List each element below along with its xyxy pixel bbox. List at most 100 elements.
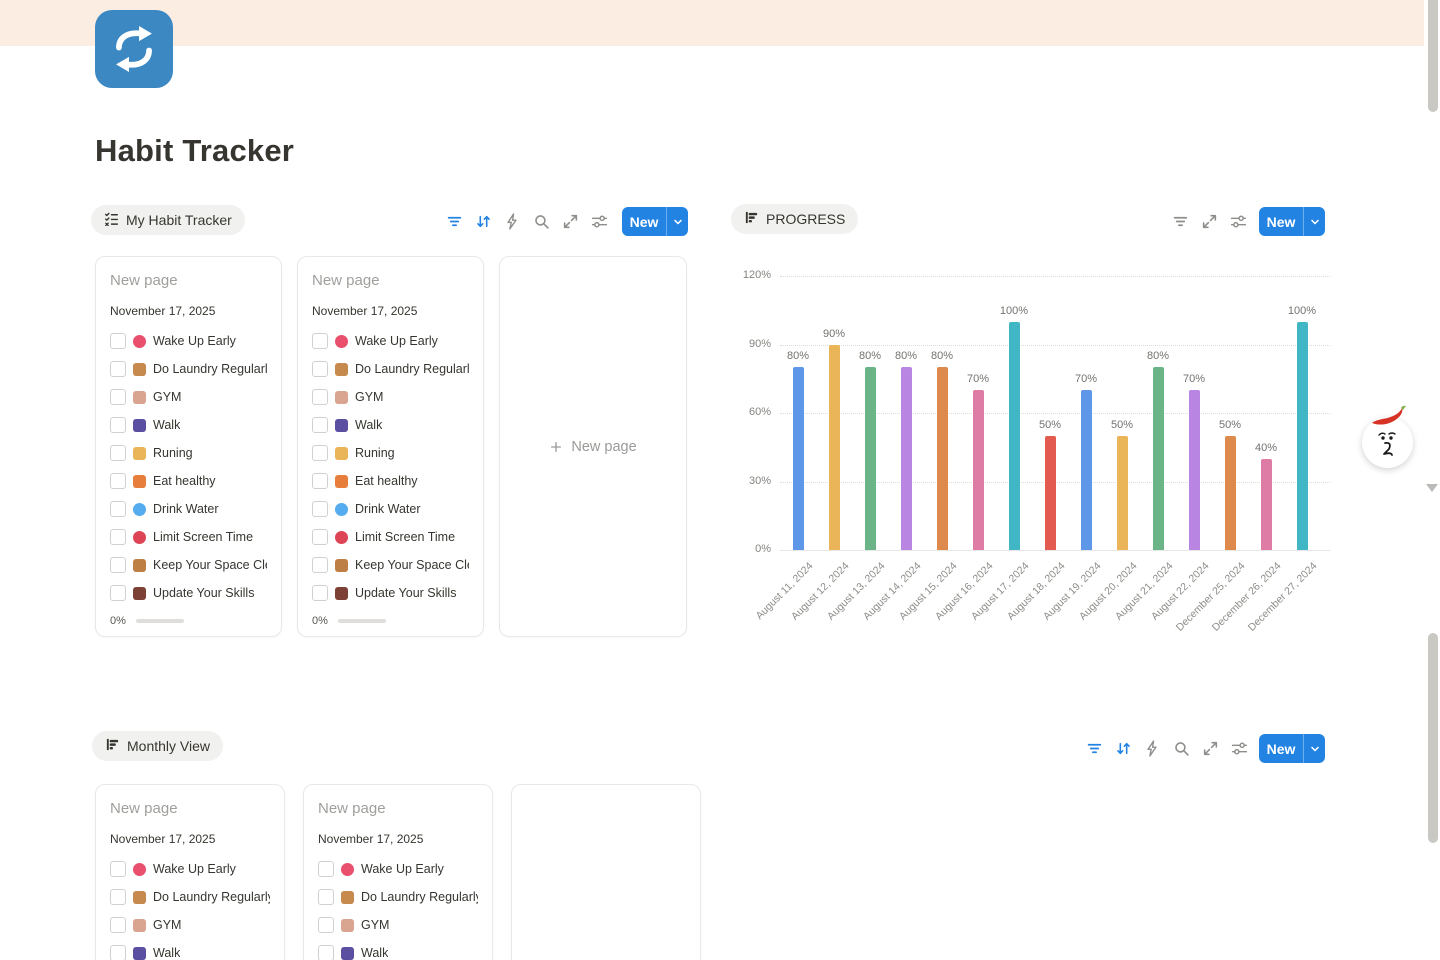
card-title[interactable]: New page [318,800,386,817]
search-icon[interactable] [1173,740,1190,757]
jeans-emoji [133,946,146,960]
settings-icon[interactable] [1231,740,1248,757]
habit-item: Wake Up Early [312,327,469,355]
progress-toolbar [1172,213,1247,230]
habit-checkbox[interactable] [312,529,328,545]
habit-item: Eat healthy [312,467,469,495]
bar-August 20, 2024 [1116,435,1128,550]
habit-checkbox[interactable] [318,945,334,960]
habit-label: Keep Your Space Clean [355,558,469,572]
habit-checkbox[interactable] [318,861,334,877]
card-progress-row: 0% [312,613,469,629]
habit-card[interactable]: New page November 17, 2025 Wake Up Early Do… [303,784,493,960]
new-page-button[interactable]: New page [549,438,637,455]
habit-checkbox[interactable] [110,917,126,933]
chevron-down-icon[interactable] [1304,743,1325,755]
lightning-icon[interactable] [504,213,521,230]
habit-checkbox[interactable] [110,501,126,517]
bar-value-label: 70% [966,373,990,386]
habit-checkbox[interactable] [312,501,328,517]
search-icon[interactable] [533,213,550,230]
habit-label: Walk [153,418,181,432]
page-title[interactable]: Habit Tracker [95,133,295,168]
habit-checkbox[interactable] [110,361,126,377]
flexed-biceps-emoji [133,390,146,404]
habit-card[interactable]: New page November 17, 2025 Wake Up Early Do… [95,784,285,960]
habit-item: GYM [312,383,469,411]
habit-label: GYM [153,390,182,404]
habit-checkbox[interactable] [110,473,126,489]
filter-icon[interactable] [1086,740,1103,757]
card-title[interactable]: New page [312,272,380,289]
sort-icon[interactable] [1115,740,1132,757]
habit-checkbox[interactable] [312,333,328,349]
habit-checkbox[interactable] [312,585,328,601]
tab-label: My Habit Tracker [126,212,232,228]
sort-icon[interactable] [475,213,492,230]
bar-August 22, 2024 [1188,390,1200,550]
habit-checkbox[interactable] [110,417,126,433]
expand-icon[interactable] [562,213,579,230]
new-button-progress[interactable]: New [1259,207,1325,236]
habit-checkbox[interactable] [110,585,126,601]
habit-checkbox[interactable] [110,945,126,960]
habit-label: Wake Up Early [361,862,444,876]
habit-checkbox[interactable] [312,557,328,573]
bar-August 18, 2024 [1044,435,1056,550]
habit-checkbox[interactable] [110,333,126,349]
tab-monthly-view[interactable]: Monthly View [92,731,224,761]
habit-label: Walk [361,946,389,960]
habit-checkbox[interactable] [110,529,126,545]
new-button-tracker[interactable]: New [622,207,688,236]
card-title[interactable]: New page [110,800,178,817]
habit-checkbox[interactable] [110,389,126,405]
settings-icon[interactable] [591,213,608,230]
tab-progress[interactable]: PROGRESS [731,204,859,234]
chili-extension-button[interactable] [1362,405,1413,468]
chevron-down-icon[interactable] [1304,216,1325,228]
habit-checkbox[interactable] [110,445,126,461]
habit-checkbox[interactable] [110,557,126,573]
bar-value-label: 100% [999,304,1029,317]
bar-August 13, 2024 [864,367,876,550]
progress-bar-chart: 0% 30% 60% 90% 120% 80% August 11, 2024 90% Augu… [720,262,1336,644]
habit-checkbox[interactable] [312,389,328,405]
habit-checkbox[interactable] [318,889,334,905]
habit-label: GYM [355,390,384,404]
face-glyph-icon [1378,432,1396,456]
tab-my-habit-tracker[interactable]: My Habit Tracker [91,205,245,235]
no-mobile-phone-emoji [335,530,348,544]
new-page-label: New page [571,438,637,455]
habit-item: Do Laundry Regularly [312,355,469,383]
habit-checkbox[interactable] [312,473,328,489]
habit-checkbox[interactable] [110,861,126,877]
checklist-icon [104,211,119,229]
bar-August 21, 2024 [1152,367,1164,550]
scrollbar-thumb-bottom[interactable] [1428,633,1438,843]
expand-icon[interactable] [1202,740,1219,757]
chevron-down-icon[interactable] [667,216,688,228]
habit-checkbox[interactable] [312,417,328,433]
habit-label: Wake Up Early [355,334,438,348]
scroll-down-arrow[interactable] [1426,484,1438,492]
expand-icon[interactable] [1201,213,1218,230]
habit-label: Do Laundry Regularly [361,890,478,904]
filter-icon[interactable] [446,213,463,230]
habit-card[interactable]: New page November 17, 2025 Wake Up Early Do… [297,256,484,637]
habit-checkbox[interactable] [312,361,328,377]
empty-card[interactable] [511,784,701,960]
scrollbar-thumb-top[interactable] [1428,0,1438,112]
card-title[interactable]: New page [110,272,178,289]
habit-label: Eat healthy [153,474,216,488]
habit-checkbox[interactable] [318,917,334,933]
habit-checkbox[interactable] [312,445,328,461]
tab-label: Monthly View [127,738,211,754]
lightning-icon[interactable] [1144,740,1161,757]
habit-checkbox[interactable] [110,889,126,905]
page-icon-repeat[interactable] [95,10,173,88]
new-button-monthly[interactable]: New [1259,734,1325,763]
filter-icon[interactable] [1172,213,1189,230]
settings-icon[interactable] [1230,213,1247,230]
empty-card[interactable]: New page [499,256,687,637]
habit-card[interactable]: New page November 17, 2025 Wake Up Early Do… [95,256,282,637]
